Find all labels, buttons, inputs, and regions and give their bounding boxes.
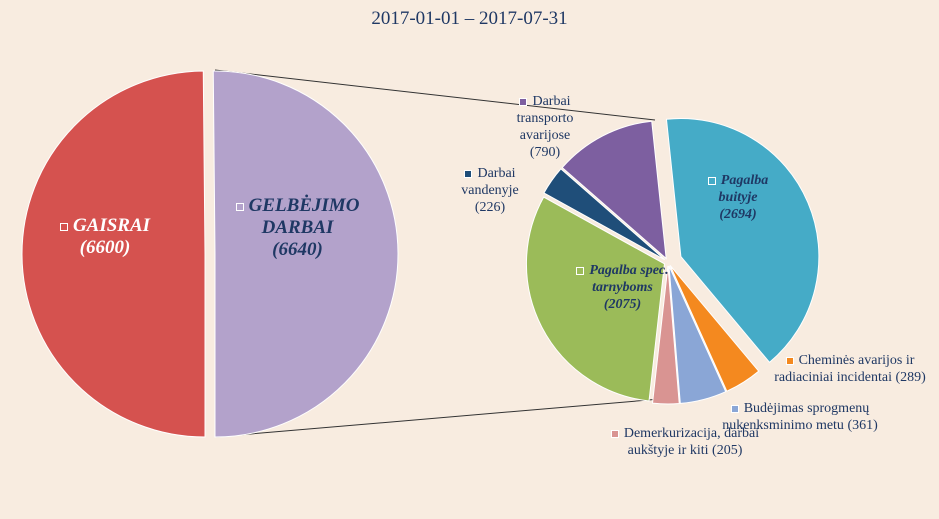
category-label: Darbai vandenyje <box>461 166 519 198</box>
pie-slice <box>21 70 206 438</box>
category-label: GAISRAI <box>72 215 151 236</box>
legend-marker <box>707 176 716 185</box>
category-label: Pagalba spec. tarnyboms <box>589 263 669 295</box>
data-label: Budėjimas sprogmenų nukenksminimo metu (… <box>715 400 885 434</box>
data-label: Pagalba spec. tarnyboms (2075) <box>555 262 690 313</box>
data-label: Cheminės avarijos ir radiaciniai inciden… <box>770 352 930 386</box>
value-label: (2075) <box>603 297 642 312</box>
legend-marker <box>59 222 68 231</box>
legend-marker <box>730 404 739 413</box>
category-label: Pagalba buityje <box>718 173 769 205</box>
legend-marker <box>235 202 244 211</box>
value-label: (6600) <box>79 237 131 258</box>
category-label: Darbai transporto avarijose <box>516 94 574 143</box>
legend-marker <box>610 429 619 438</box>
data-label: Darbai vandenyje (226) <box>440 165 540 216</box>
pie-slice <box>212 70 399 438</box>
value-label: (6640) <box>272 239 323 260</box>
pie-slice <box>665 118 820 364</box>
pie-slice <box>669 265 760 392</box>
pie-slice <box>543 168 666 261</box>
category-label: Cheminės avarijos ir radiaciniai inciden… <box>774 353 915 385</box>
pie-slice <box>561 120 667 260</box>
data-label: Darbai transporto avarijose (790) <box>495 93 595 161</box>
value-label: (361) <box>847 418 878 433</box>
data-label: Demerkurizacija, darbai aukštyje ir kiti… <box>600 425 770 459</box>
data-label: Pagalba buityje (2694) <box>688 172 788 223</box>
pie-slice <box>651 265 680 405</box>
connector <box>214 69 656 121</box>
value-label: (226) <box>474 200 506 215</box>
legend-marker <box>576 266 585 275</box>
data-label: GELBĖJIMO DARBAI (6640) <box>215 195 380 261</box>
legend-marker <box>519 97 528 106</box>
connector <box>214 397 673 438</box>
category-label: Demerkurizacija, darbai aukštyje ir kiti <box>623 426 760 458</box>
value-label: (790) <box>529 145 561 160</box>
data-label: GAISRAI (6600) <box>20 215 190 259</box>
category-label: Budėjimas sprogmenų nukenksminimo metu <box>722 401 870 433</box>
pie-slice <box>668 265 727 404</box>
legend-marker <box>785 356 794 365</box>
pie-slice <box>525 196 665 402</box>
category-label: GELBĖJIMO DARBAI <box>248 195 360 238</box>
value-label: (2694) <box>719 207 757 222</box>
value-label: (205) <box>712 443 743 458</box>
value-label: (289) <box>895 370 926 385</box>
chart-title: 2017-01-01 – 2017-07-31 <box>371 8 568 29</box>
legend-marker <box>464 169 473 178</box>
